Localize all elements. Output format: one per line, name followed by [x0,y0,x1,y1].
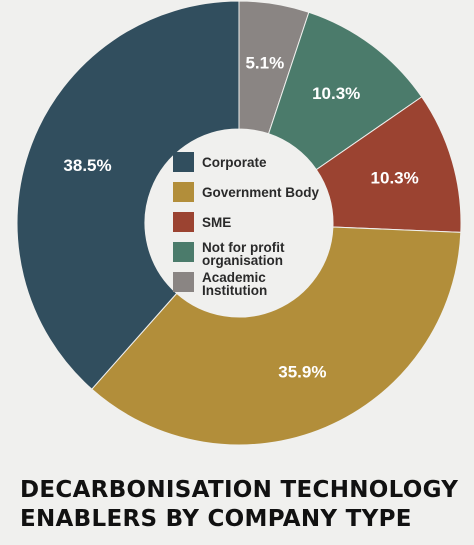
donut-slices [16,0,462,446]
chart-title-line-1: DECARBONISATION TECHNOLOGY [20,477,459,503]
slice-label-academic-institution: 5.1% [245,54,284,73]
donut-chart: 5.1% 10.3% 10.3% 35.9% 38.5% Corporate Govern… [16,0,462,446]
slice-corporate [16,0,240,390]
legend-swatch-sme [173,212,194,232]
legend-label-academic-institution: Academic Institution [202,270,267,298]
chart-title-line-2: ENABLERS BY COMPANY TYPE [20,506,412,532]
slice-label-sme: 10.3% [371,169,419,188]
chart-title: DECARBONISATION TECHNOLOGY ENABLERS BY C… [20,476,460,534]
legend-label-not-for-profit-organisation: Not for profit organisation [202,240,285,268]
slice-label-not-for-profit-organisation: 10.3% [312,84,360,103]
slice-government-body [91,226,462,446]
slice-labels: 5.1% 10.3% 10.3% 35.9% 38.5% [63,54,418,382]
legend: Corporate Government Body SME Not for profi… [173,152,320,298]
legend-swatch-government-body [173,182,194,202]
legend-swatch-academic-institution [173,272,194,292]
legend-label-corporate: Corporate [202,155,267,170]
legend-swatch-corporate [173,152,194,172]
slice-label-corporate: 38.5% [63,156,111,175]
legend-label-government-body: Government Body [202,185,320,200]
legend-swatch-not-for-profit-organisation [173,242,194,262]
legend-label-sme: SME [202,215,231,230]
slice-label-government-body: 35.9% [278,363,326,382]
